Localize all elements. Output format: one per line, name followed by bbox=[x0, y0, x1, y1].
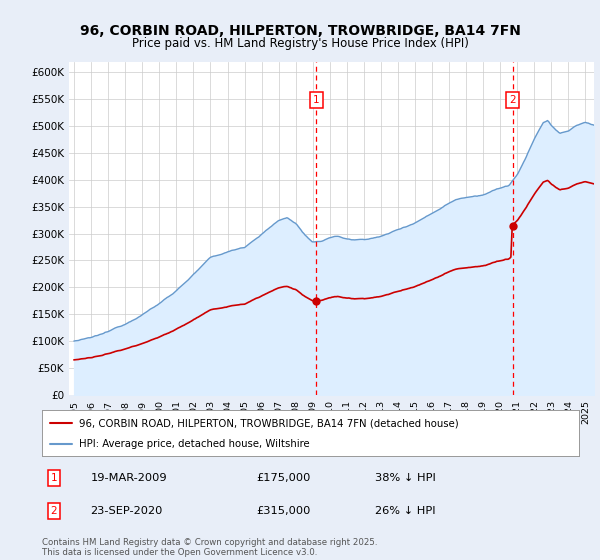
Text: £315,000: £315,000 bbox=[257, 506, 311, 516]
Text: £175,000: £175,000 bbox=[257, 473, 311, 483]
Text: 1: 1 bbox=[313, 95, 320, 105]
Text: 96, CORBIN ROAD, HILPERTON, TROWBRIDGE, BA14 7FN: 96, CORBIN ROAD, HILPERTON, TROWBRIDGE, … bbox=[80, 24, 520, 38]
Text: 38% ↓ HPI: 38% ↓ HPI bbox=[375, 473, 436, 483]
Text: 2: 2 bbox=[509, 95, 516, 105]
Text: HPI: Average price, detached house, Wiltshire: HPI: Average price, detached house, Wilt… bbox=[79, 439, 309, 449]
Text: 96, CORBIN ROAD, HILPERTON, TROWBRIDGE, BA14 7FN (detached house): 96, CORBIN ROAD, HILPERTON, TROWBRIDGE, … bbox=[79, 418, 458, 428]
Text: 1: 1 bbox=[50, 473, 57, 483]
Text: Contains HM Land Registry data © Crown copyright and database right 2025.
This d: Contains HM Land Registry data © Crown c… bbox=[42, 538, 377, 557]
Text: 2: 2 bbox=[50, 506, 57, 516]
Text: 19-MAR-2009: 19-MAR-2009 bbox=[91, 473, 167, 483]
Text: Price paid vs. HM Land Registry's House Price Index (HPI): Price paid vs. HM Land Registry's House … bbox=[131, 37, 469, 50]
Text: 26% ↓ HPI: 26% ↓ HPI bbox=[375, 506, 436, 516]
Text: 23-SEP-2020: 23-SEP-2020 bbox=[91, 506, 163, 516]
